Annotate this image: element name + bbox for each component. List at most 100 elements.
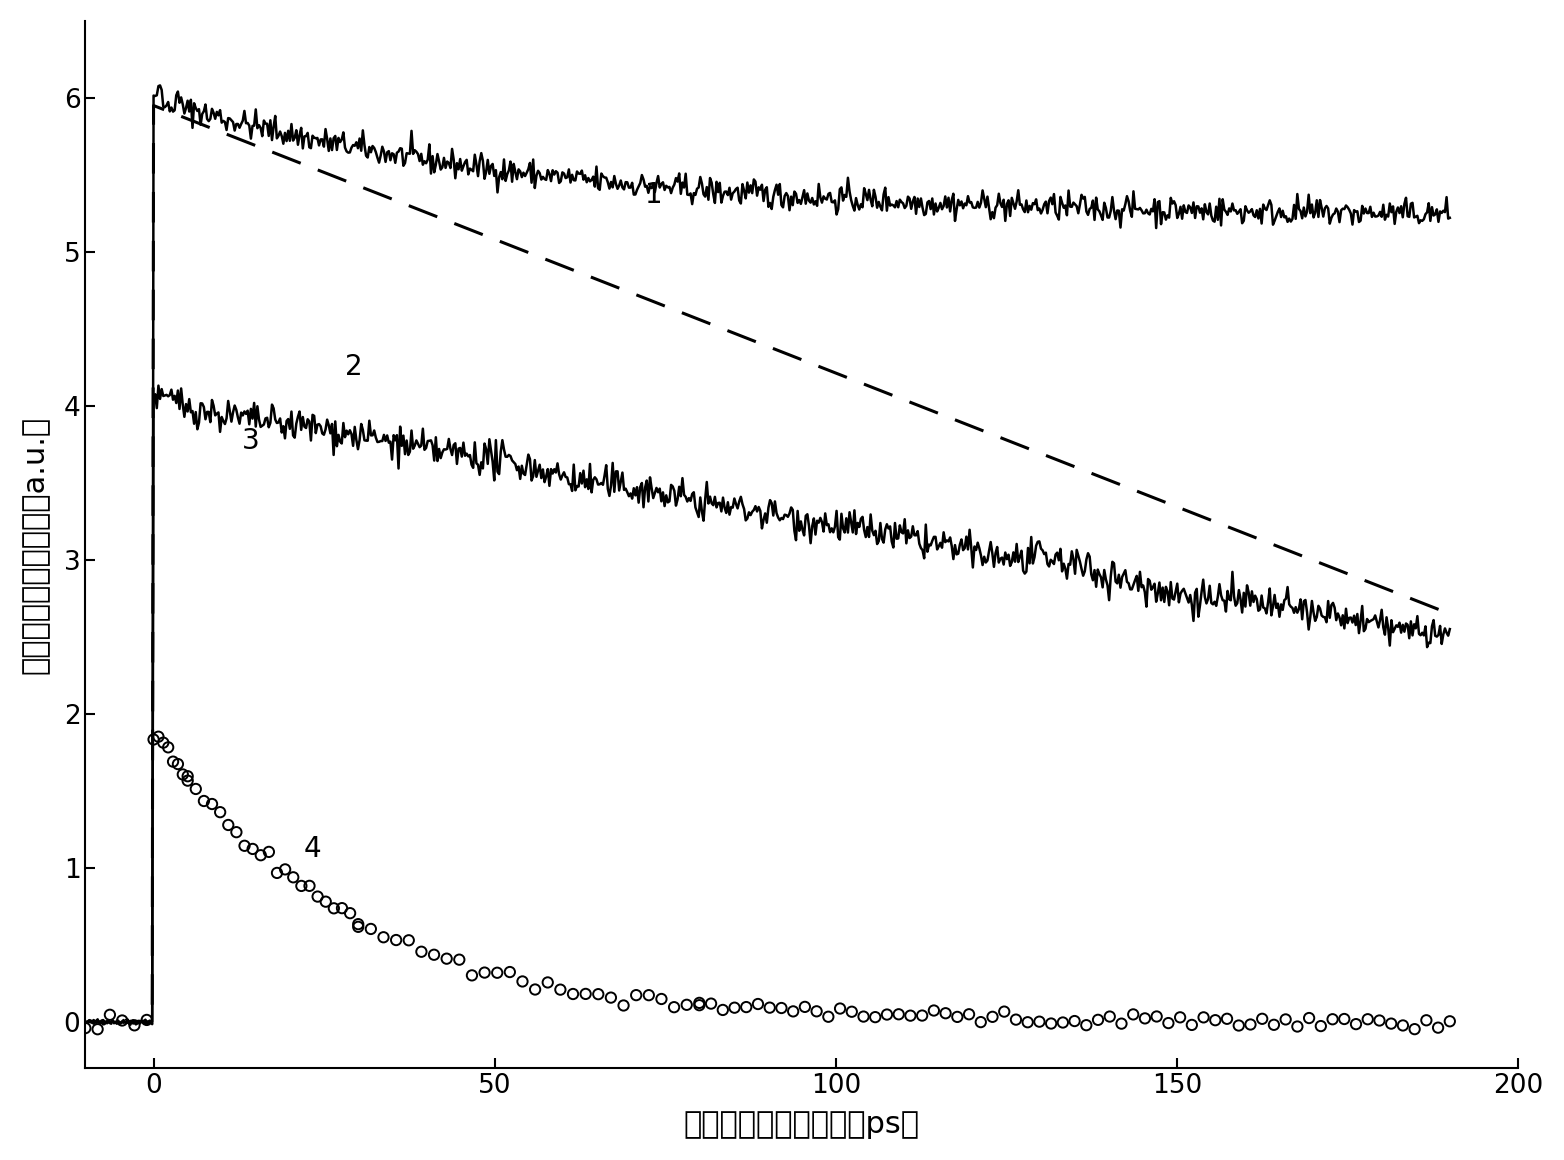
Text: 4: 4 — [303, 835, 321, 863]
Point — [346, 915, 371, 934]
Point — [422, 945, 447, 964]
Point — [934, 1003, 959, 1022]
Point — [183, 780, 208, 798]
Point — [1179, 1016, 1204, 1035]
Point — [435, 949, 460, 967]
Point — [447, 950, 472, 969]
Point — [757, 999, 782, 1017]
Point — [84, 1020, 109, 1038]
Point — [175, 767, 200, 785]
Point — [547, 980, 572, 999]
Point — [216, 815, 241, 834]
Point — [1192, 1008, 1217, 1027]
Point — [371, 928, 396, 947]
Point — [1343, 1015, 1368, 1034]
X-axis label: 泵浦－探测延迟时间（ps）: 泵浦－探测延迟时间（ps） — [683, 1110, 920, 1139]
Point — [710, 1001, 735, 1020]
Point — [723, 999, 748, 1017]
Point — [241, 840, 266, 858]
Point — [1168, 1008, 1193, 1027]
Point — [1414, 1012, 1439, 1030]
Point — [793, 998, 818, 1016]
Point — [1437, 1012, 1462, 1030]
Point — [170, 766, 196, 784]
Point — [874, 1006, 899, 1024]
Point — [1390, 1016, 1415, 1035]
Point — [497, 963, 522, 981]
Point — [1085, 1010, 1110, 1029]
Point — [1250, 1009, 1275, 1028]
Point — [1309, 1017, 1334, 1036]
Point — [572, 985, 597, 1003]
Point — [1028, 1013, 1053, 1031]
Point — [1109, 1014, 1134, 1032]
Point — [383, 930, 408, 949]
Text: 2: 2 — [344, 353, 363, 382]
Point — [208, 803, 233, 821]
Point — [992, 1002, 1017, 1021]
Point — [898, 1007, 923, 1025]
Point — [624, 986, 649, 1005]
Point — [560, 985, 585, 1003]
Point — [734, 998, 759, 1016]
Point — [1038, 1014, 1064, 1032]
Point — [649, 989, 674, 1008]
Point — [313, 892, 338, 911]
Point — [1004, 1010, 1029, 1029]
Point — [599, 988, 624, 1007]
Point — [945, 1008, 970, 1027]
Point — [612, 996, 637, 1015]
Point — [282, 868, 307, 886]
Point — [485, 964, 510, 983]
Text: 1: 1 — [644, 181, 663, 209]
Point — [699, 994, 724, 1013]
Point — [1379, 1014, 1404, 1032]
Point — [321, 899, 346, 918]
Point — [981, 1008, 1006, 1027]
Point — [1333, 1009, 1358, 1028]
Point — [191, 792, 216, 811]
Point — [1367, 1012, 1392, 1030]
Point — [1145, 1007, 1170, 1025]
Point — [97, 1006, 122, 1024]
Point — [272, 860, 297, 878]
Point — [141, 730, 166, 748]
Point — [264, 864, 289, 883]
Point — [957, 1005, 982, 1023]
Point — [687, 994, 712, 1013]
Point — [396, 931, 421, 950]
Point — [408, 942, 433, 960]
Point — [224, 822, 249, 841]
Point — [1215, 1009, 1240, 1028]
Point — [1320, 1010, 1345, 1029]
Point — [346, 918, 371, 936]
Point — [1156, 1014, 1181, 1032]
Point — [1015, 1013, 1040, 1031]
Text: 3: 3 — [242, 427, 260, 455]
Point — [586, 985, 612, 1003]
Point — [1051, 1013, 1076, 1031]
Point — [1098, 1007, 1123, 1025]
Point — [687, 996, 712, 1015]
Point — [910, 1006, 935, 1024]
Point — [1062, 1012, 1087, 1030]
Point — [1262, 1015, 1287, 1034]
Point — [840, 1002, 865, 1021]
Point — [166, 755, 191, 774]
Point — [662, 998, 687, 1016]
Point — [1121, 1005, 1146, 1023]
Point — [74, 1018, 99, 1037]
Point — [1356, 1010, 1381, 1029]
Point — [921, 1001, 946, 1020]
Point — [968, 1013, 993, 1031]
Point — [1286, 1017, 1311, 1036]
Point — [231, 836, 256, 855]
Point — [109, 1012, 135, 1030]
Point — [1403, 1020, 1428, 1038]
Point — [1132, 1009, 1157, 1028]
Point — [358, 920, 383, 938]
Point — [330, 899, 355, 918]
Point — [256, 842, 282, 861]
Point — [1239, 1015, 1264, 1034]
Point — [827, 999, 852, 1017]
